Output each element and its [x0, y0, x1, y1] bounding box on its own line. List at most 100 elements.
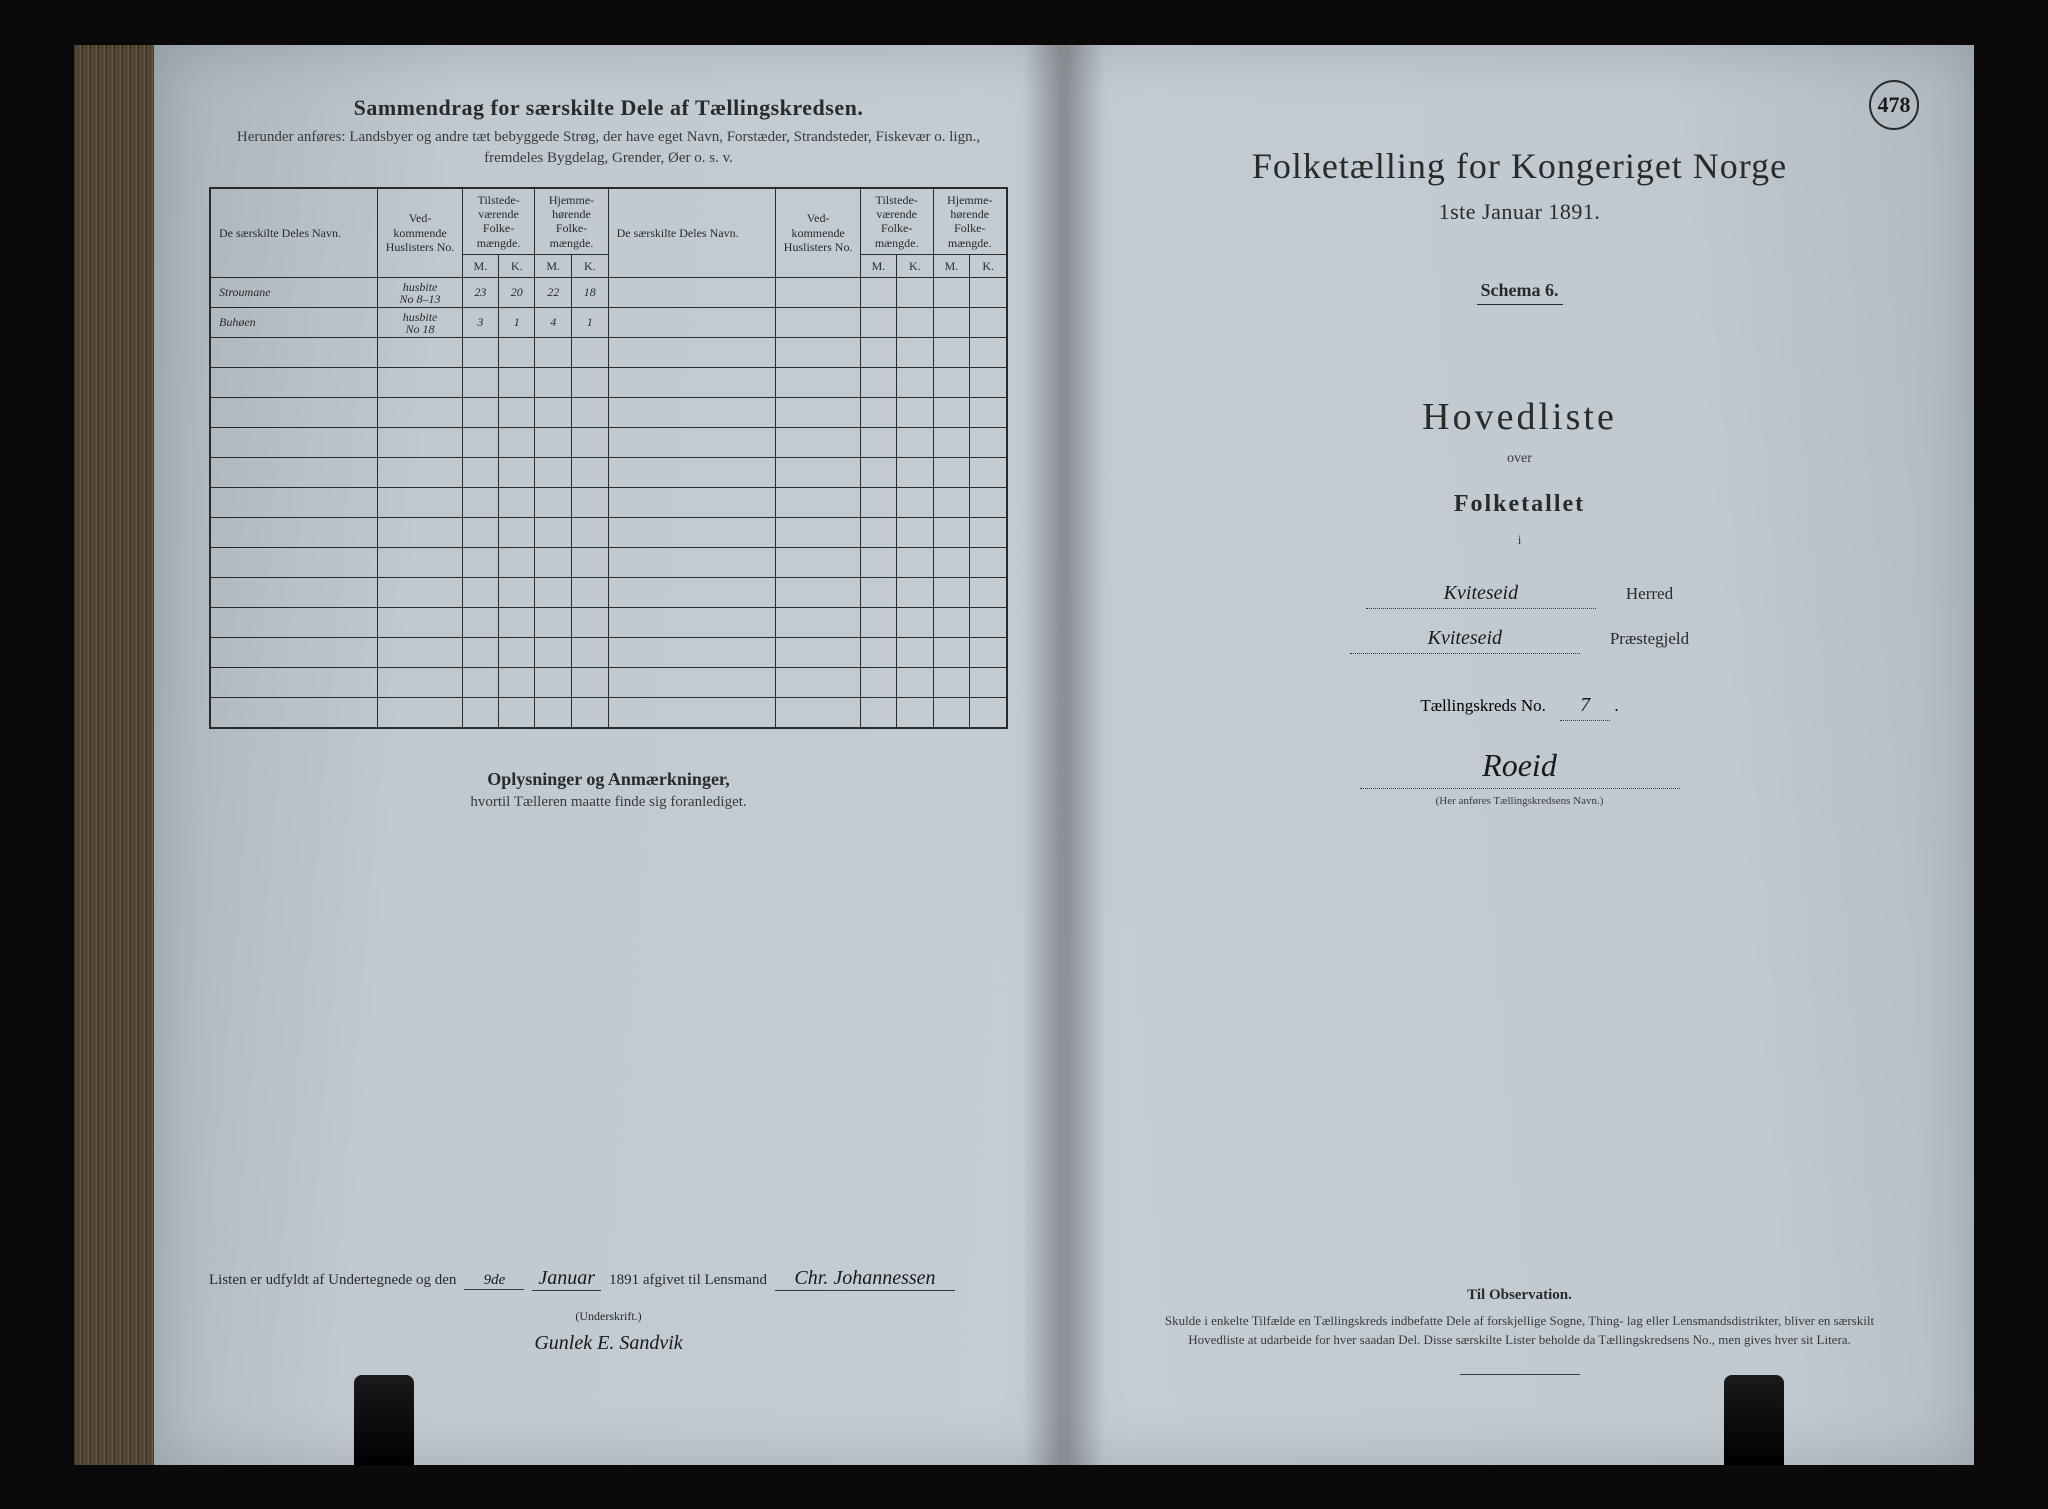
cell-empty [462, 578, 498, 608]
table-row-empty [210, 428, 1007, 458]
cell-empty [860, 278, 896, 308]
cell-empty [608, 518, 776, 548]
cell-empty [210, 428, 378, 458]
notes-title: Oplysninger og Anmærkninger, [209, 769, 1008, 790]
cell-empty [970, 578, 1007, 608]
th-huslister: Ved- kommende Huslisters No. [378, 188, 462, 278]
cell-empty [933, 338, 970, 368]
kreds-punct: . [1614, 696, 1618, 715]
cell-empty [970, 278, 1007, 308]
cell-empty [897, 458, 933, 488]
cell-empty [933, 458, 970, 488]
cell-empty [210, 338, 378, 368]
cell-empty [776, 518, 860, 548]
cell-empty [535, 698, 572, 728]
cell-empty [608, 308, 776, 338]
cell-empty [970, 308, 1007, 338]
herred-label: Herred [1626, 584, 1673, 604]
cell-tm: 23 [462, 278, 498, 308]
kreds-no: 7 [1560, 694, 1610, 721]
cell-empty [378, 488, 462, 518]
cell-empty [897, 518, 933, 548]
cell-empty [897, 428, 933, 458]
cell-empty [860, 698, 896, 728]
table-row: Buhøenhusbite No 183141 [210, 308, 1007, 338]
cell-empty [860, 428, 896, 458]
cell-empty [499, 698, 535, 728]
th-k2: K. [572, 255, 609, 278]
cell-empty [897, 668, 933, 698]
cell-empty [210, 638, 378, 668]
table-row-empty [210, 668, 1007, 698]
cell-empty [535, 668, 572, 698]
cell-empty [210, 398, 378, 428]
cell-empty [378, 608, 462, 638]
cell-empty [608, 608, 776, 638]
cell-empty [970, 338, 1007, 368]
cell-empty [933, 668, 970, 698]
cell-empty [860, 608, 896, 638]
kreds-name: Roeid [1360, 747, 1680, 789]
table-row-empty [210, 338, 1007, 368]
cell-empty [210, 668, 378, 698]
cell-empty [462, 428, 498, 458]
cell-empty [860, 518, 896, 548]
cell-empty [210, 368, 378, 398]
cell-empty [970, 518, 1007, 548]
sig-year: 1891 afgivet til Lensmand [609, 1272, 767, 1289]
cell-empty [933, 698, 970, 728]
signature-area: Listen er udfyldt af Undertegnede og den… [209, 1267, 1008, 1355]
cell-empty [378, 638, 462, 668]
cell-empty [572, 638, 609, 668]
cell-empty [378, 428, 462, 458]
cell-empty [608, 548, 776, 578]
summary-table: De særskilte Deles Navn. Ved- kommende H… [209, 187, 1008, 729]
kreds-label: Tællingskreds No. [1420, 696, 1546, 715]
cell-empty [897, 608, 933, 638]
right-page: 478 Folketælling for Kongeriget Norge 1s… [1065, 45, 1974, 1465]
cell-empty [572, 338, 609, 368]
cell-empty [933, 578, 970, 608]
main-date: 1ste Januar 1891. [1120, 199, 1919, 225]
cell-empty [572, 518, 609, 548]
cell-hk: 1 [572, 308, 609, 338]
cell-navn: Buhøen [210, 308, 378, 338]
cell-empty [860, 398, 896, 428]
cell-empty [776, 668, 860, 698]
cell-empty [378, 548, 462, 578]
th-hjemme2: Hjemme- hørende Folke- mængde. [933, 188, 1007, 255]
table-row-empty [210, 368, 1007, 398]
cell-empty [535, 518, 572, 548]
cell-empty [933, 368, 970, 398]
observation-rule [1460, 1374, 1580, 1375]
th-m4: M. [933, 255, 970, 278]
cell-empty [572, 488, 609, 518]
cell-empty [535, 488, 572, 518]
over-label: over [1120, 451, 1919, 467]
folketallet: Folketallet [1120, 491, 1919, 518]
cell-empty [499, 578, 535, 608]
cell-empty [535, 458, 572, 488]
cell-empty [933, 428, 970, 458]
cell-empty [378, 338, 462, 368]
cell-empty [572, 578, 609, 608]
cell-empty [210, 488, 378, 518]
cell-empty [897, 398, 933, 428]
cell-empty [210, 518, 378, 548]
left-subtitle: Herunder anføres: Landsbyer og andre tæt… [209, 127, 1008, 169]
underskrift-name: Gunlek E. Sandvik [209, 1332, 1008, 1355]
book-clip-right [1724, 1375, 1784, 1465]
cell-empty [572, 458, 609, 488]
cell-empty [210, 578, 378, 608]
table-row-empty [210, 608, 1007, 638]
herred-value: Kviteseid [1366, 582, 1596, 609]
cell-empty [535, 638, 572, 668]
cell-empty [608, 428, 776, 458]
cell-tk: 20 [499, 278, 535, 308]
cell-empty [608, 278, 776, 308]
cell-empty [860, 488, 896, 518]
cell-empty [535, 548, 572, 578]
cell-empty [897, 488, 933, 518]
th-k3: K. [897, 255, 933, 278]
cell-empty [970, 428, 1007, 458]
